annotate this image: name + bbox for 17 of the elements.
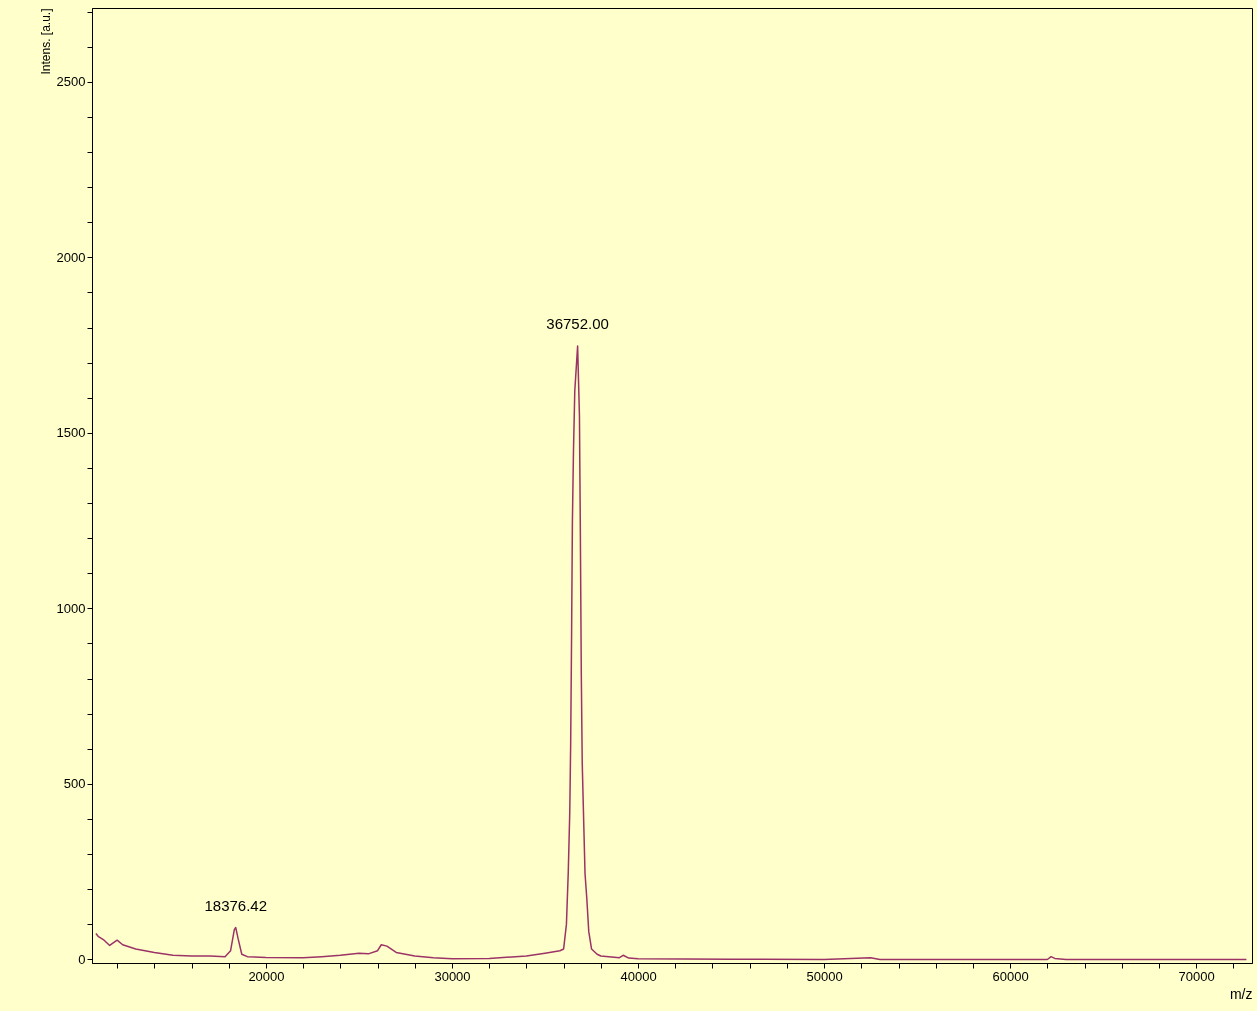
y-tick-label: 2500 — [56, 74, 86, 90]
y-tick-label: 0 — [78, 951, 86, 967]
x-tick-label: 50000 — [806, 968, 843, 984]
annotation: 36752.00 — [546, 315, 609, 333]
x-tick-label: 30000 — [434, 968, 471, 984]
y-axis-title: Intens. [a.u.] — [38, 8, 53, 75]
y-tick-label: 1000 — [56, 600, 86, 616]
x-tick-label: 20000 — [248, 968, 285, 984]
x-tick-label: 60000 — [992, 968, 1029, 984]
line-series — [95, 345, 1248, 961]
x-tick-label: 40000 — [620, 968, 657, 984]
annotation: 18376.42 — [204, 896, 268, 914]
x-axis-title: m/z — [1229, 985, 1253, 1002]
y-tick-label: 1500 — [56, 425, 86, 441]
y-tick-label: 2000 — [56, 249, 86, 265]
x-tick-label: 70000 — [1178, 968, 1215, 984]
y-tick-label: 500 — [63, 776, 86, 792]
